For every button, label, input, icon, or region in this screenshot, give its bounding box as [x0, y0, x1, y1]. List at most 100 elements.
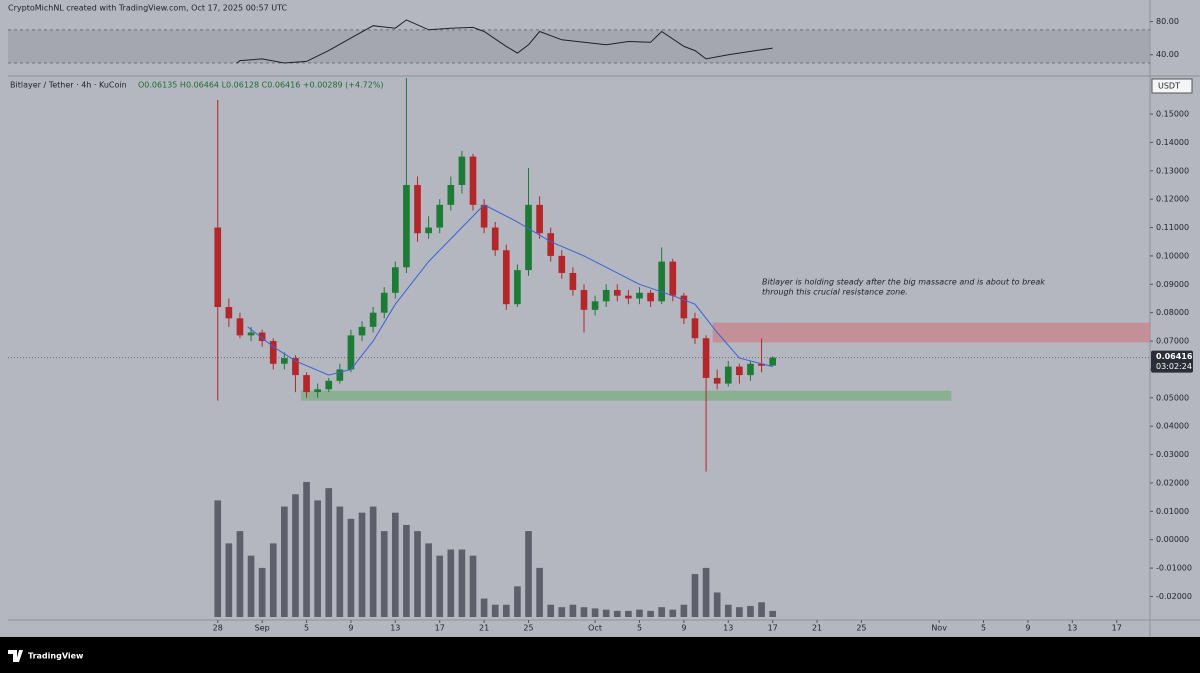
candle-body	[236, 318, 244, 336]
price-group	[8, 78, 1150, 617]
volume-bar	[502, 604, 510, 617]
volume-bar	[680, 604, 688, 617]
volume-bar	[658, 607, 666, 617]
volume-bar	[369, 506, 377, 617]
y-tick-label: 0.10000	[1156, 251, 1189, 260]
rsi-group	[236, 19, 773, 64]
volume-bar	[547, 604, 555, 617]
y-tick-label: 0.14000	[1156, 138, 1189, 147]
volume-bar	[736, 607, 743, 617]
volume-bar	[636, 609, 643, 617]
zone	[300, 390, 952, 401]
x-tick-label: 21	[812, 624, 822, 633]
candle-body	[325, 380, 333, 390]
y-tick-label: 0.01000	[1156, 507, 1189, 516]
x-tick-label: 28	[213, 624, 223, 633]
candle-body	[480, 204, 488, 228]
volume-bar	[536, 567, 543, 617]
x-tick-label: 5	[304, 624, 309, 633]
volume-bar	[580, 607, 588, 617]
y-tick-label: 0.04000	[1156, 422, 1189, 431]
rsi-tick-label: 80.00	[1156, 17, 1179, 26]
volume-bar	[414, 531, 421, 617]
candle-body	[591, 301, 599, 310]
volume-bar	[403, 524, 410, 617]
candle-body	[525, 204, 532, 271]
x-tick-label: Sep	[255, 624, 270, 633]
candle-body	[247, 332, 255, 336]
candle-body	[569, 272, 577, 290]
x-tick-label: 25	[856, 624, 866, 633]
volume-bar	[569, 604, 577, 617]
candle-body	[502, 250, 510, 305]
volume-bar	[713, 592, 721, 617]
candle-body	[403, 184, 410, 268]
candle-body	[292, 358, 299, 376]
volume-bar	[425, 543, 432, 617]
candle-body	[536, 204, 543, 234]
candle-body	[625, 295, 632, 299]
volume-bar	[558, 607, 566, 617]
volume-bar	[525, 531, 532, 617]
volume-bar	[747, 605, 754, 617]
candle-body	[547, 233, 555, 256]
candle-body	[769, 357, 776, 366]
candle-body	[691, 318, 699, 339]
y-tick-label: 0.02000	[1156, 478, 1189, 487]
candle-body	[736, 366, 743, 376]
volume-bar	[647, 610, 654, 617]
last-price-label: 0.06416	[1156, 352, 1193, 361]
annotation: Bitlayer is holding steady after the big…	[762, 278, 1045, 287]
volume-bar	[458, 549, 466, 617]
candle-body	[558, 255, 566, 273]
volume-bar	[702, 567, 710, 617]
countdown: 03:02:24	[1156, 362, 1192, 371]
candle-body	[602, 289, 610, 302]
candle-body	[380, 292, 388, 313]
candle-body	[336, 369, 344, 381]
y-tick-label: 0.00000	[1156, 535, 1189, 544]
volume-bar	[391, 512, 399, 617]
footer	[0, 637, 1200, 673]
volume-bar	[514, 586, 521, 617]
volume-bar	[358, 512, 366, 617]
rsi-tick-label: 40.00	[1156, 50, 1179, 59]
candle-body	[314, 389, 321, 393]
volume-bar	[325, 488, 333, 617]
candle-body	[580, 289, 588, 310]
volume-bar	[336, 506, 344, 617]
y-tick-label: 0.05000	[1156, 393, 1189, 402]
rsi-line	[236, 19, 773, 64]
price-label-box	[1151, 350, 1193, 373]
volume-bar	[292, 494, 299, 617]
candle-body	[658, 261, 666, 302]
attribution: CryptoMichNL created with TradingView.co…	[8, 4, 288, 13]
volume-bar	[236, 531, 244, 617]
logo: TradingView	[28, 652, 84, 661]
y-tick-label: 0.13000	[1156, 166, 1189, 175]
candle-body	[747, 363, 754, 376]
x-tick-label: 13	[1067, 624, 1077, 633]
x-tick-label: 5	[637, 624, 642, 633]
volume-bar	[214, 500, 222, 617]
volume-bar	[769, 610, 776, 617]
y-tick-label: 0.07000	[1156, 337, 1189, 346]
volume-bar	[758, 602, 765, 617]
volume-bar	[269, 543, 277, 617]
x-tick-label: 9	[1025, 624, 1030, 633]
volume-bar	[691, 574, 699, 617]
x-tick-label: 25	[523, 624, 533, 633]
volume-bar	[724, 604, 732, 617]
volume-bar	[469, 555, 477, 617]
volume-bar	[669, 609, 677, 617]
x-tick-label: 9	[348, 624, 353, 633]
zone	[712, 322, 1150, 343]
candle-body	[258, 332, 266, 342]
volume-bar	[447, 549, 455, 617]
volume-bar	[314, 500, 321, 617]
candle-body	[713, 377, 721, 384]
x-tick-label: 9	[681, 624, 686, 633]
moving-average	[247, 204, 773, 376]
volume-bar	[436, 555, 444, 617]
y-tick-label: 0.15000	[1156, 110, 1189, 119]
